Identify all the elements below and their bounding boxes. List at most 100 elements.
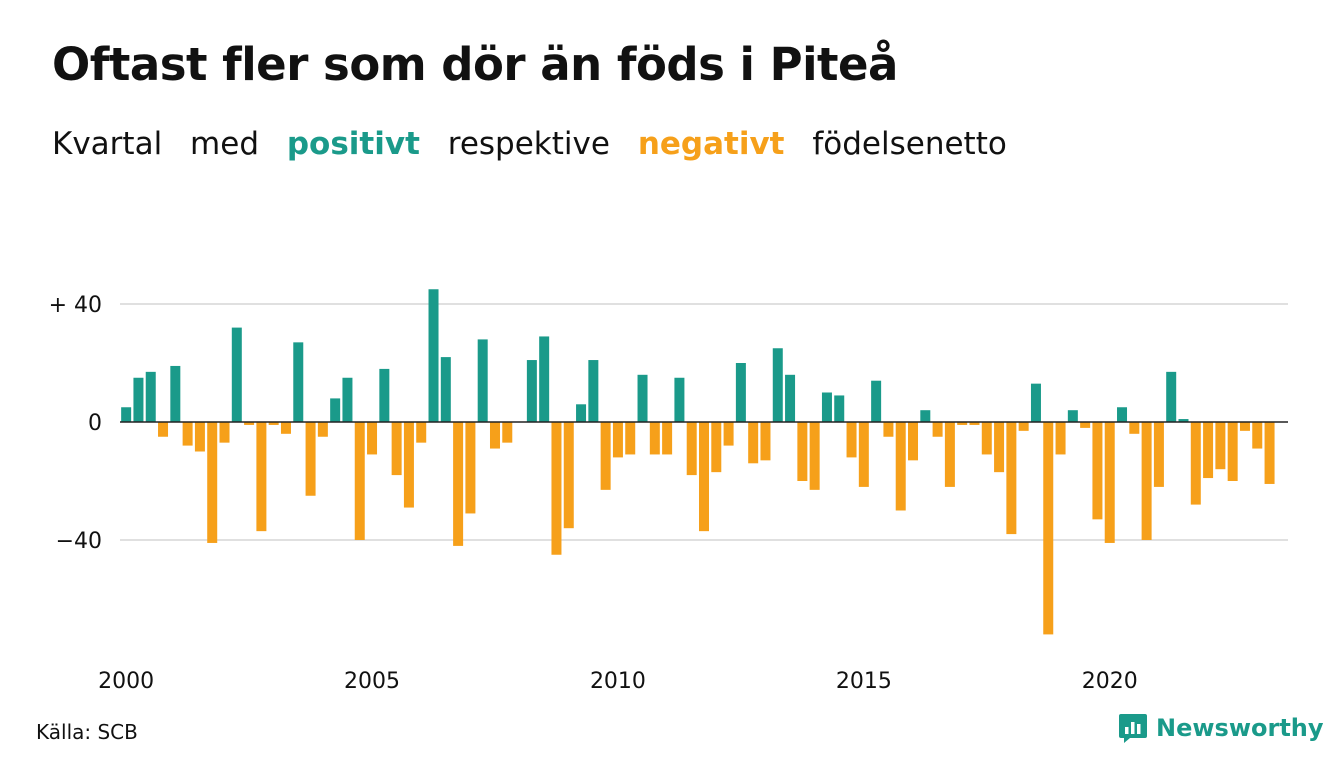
- bar: [883, 422, 894, 437]
- bar: [1067, 410, 1078, 422]
- bar: [785, 374, 796, 422]
- bar: [699, 422, 709, 532]
- bar: [994, 422, 1005, 473]
- bar: [895, 422, 906, 511]
- bar: [1264, 422, 1275, 484]
- bar: [834, 395, 845, 422]
- source-label: Källa: SCB: [36, 720, 138, 744]
- bar: [170, 365, 181, 422]
- bar: [1018, 422, 1029, 431]
- bar: [391, 422, 402, 476]
- bar: [1190, 422, 1201, 505]
- bar: [1153, 422, 1164, 487]
- bar: [920, 410, 931, 422]
- bar: [1117, 407, 1128, 422]
- bar: [403, 422, 414, 508]
- bar: [969, 422, 980, 425]
- bar: [477, 339, 488, 422]
- bar: [563, 422, 574, 529]
- bar: [1215, 422, 1226, 470]
- bar: [219, 422, 230, 443]
- y-tick-label: −40: [56, 529, 102, 554]
- bar: [858, 422, 869, 487]
- bar: [821, 392, 832, 422]
- bar: [748, 422, 759, 464]
- bar: [908, 422, 919, 461]
- x-tick-label: 2005: [344, 669, 400, 694]
- bar: [1129, 422, 1140, 434]
- bar: [342, 377, 353, 422]
- bar: [1166, 371, 1177, 422]
- bar: [932, 422, 943, 437]
- bar: [428, 289, 439, 422]
- bar: [871, 380, 882, 422]
- bar: [1203, 422, 1214, 479]
- bar: [268, 422, 279, 425]
- chart-title: Oftast fler som dör än föds i Piteå: [52, 38, 898, 91]
- chart-subtitle: Kvartal med positivt respektive negativt…: [52, 126, 1025, 162]
- bar: [674, 377, 685, 422]
- bar: [1006, 422, 1017, 535]
- bar: [280, 422, 291, 434]
- bar: [305, 422, 316, 496]
- bar: [244, 422, 255, 425]
- bar: [367, 422, 378, 455]
- bar: [846, 422, 857, 458]
- bar: [662, 422, 673, 455]
- bar: [293, 342, 304, 422]
- bar: [379, 368, 390, 422]
- y-tick-label: 0: [88, 411, 102, 436]
- bar: [760, 422, 771, 461]
- bar: [539, 336, 550, 422]
- bar: [1043, 422, 1054, 635]
- bar: [158, 422, 169, 437]
- bar: [440, 357, 451, 422]
- x-tick-label: 2010: [590, 669, 646, 694]
- bar: [330, 398, 341, 422]
- subtitle-part-kvartal: Kvartal: [52, 126, 163, 162]
- bar: [981, 422, 992, 455]
- bar: [612, 422, 623, 458]
- bar: [317, 422, 328, 437]
- bar: [600, 422, 611, 490]
- bar: [809, 422, 820, 490]
- bar: [723, 422, 734, 446]
- bar: [944, 422, 955, 487]
- bar: [649, 422, 660, 455]
- bar: [194, 422, 205, 452]
- bar: [686, 422, 697, 476]
- bar: [354, 422, 365, 540]
- bar: [588, 360, 599, 422]
- bar: [1092, 422, 1103, 520]
- bar: [453, 422, 464, 546]
- bar: [797, 422, 808, 481]
- bar: [625, 422, 636, 455]
- bar: [145, 371, 156, 422]
- x-tick-label: 2020: [1082, 669, 1138, 694]
- bar: [489, 422, 500, 449]
- subtitle-part-med: med: [190, 126, 259, 162]
- bar: [637, 374, 648, 422]
- bar: [957, 422, 968, 425]
- bar: [526, 360, 537, 422]
- y-tick-label: + 40: [49, 293, 102, 318]
- brand-name: Newsworthy: [1156, 714, 1324, 742]
- legend-positive: positivt: [286, 126, 420, 162]
- bar: [121, 407, 132, 422]
- bar: [207, 422, 218, 543]
- subtitle-part-respektive: respektive: [447, 126, 610, 162]
- bar: [1252, 422, 1263, 449]
- bar: [1055, 422, 1066, 455]
- newsworthy-logo-icon: [1119, 714, 1147, 743]
- bar: [1030, 383, 1041, 422]
- bar: [1178, 419, 1189, 422]
- bar: [551, 422, 562, 555]
- legend-negative: negativt: [637, 126, 785, 162]
- bar: [416, 422, 427, 443]
- bar: [231, 327, 242, 422]
- bar: [502, 422, 513, 443]
- bar: [1239, 422, 1250, 431]
- bar: [772, 348, 783, 422]
- bar: [133, 377, 144, 422]
